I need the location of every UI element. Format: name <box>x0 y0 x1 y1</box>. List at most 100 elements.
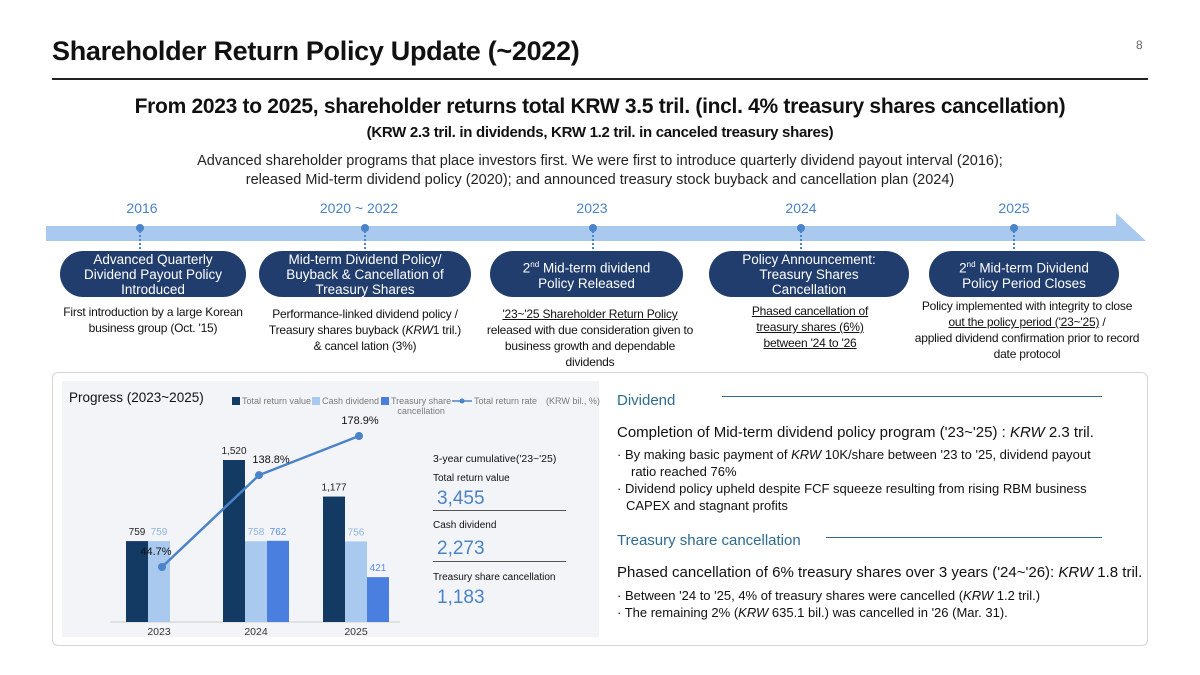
bar-treasury <box>367 577 389 622</box>
milestone-pill-2024: Policy Announcement: Treasury Shares Can… <box>709 251 909 297</box>
timeline-marker <box>797 224 805 232</box>
timeline-connector <box>139 231 141 253</box>
legend-rate: Total return rate <box>452 396 537 406</box>
chart-title: Progress (2023~2025) <box>69 390 204 405</box>
bar-value-label-treasury: 421 <box>370 563 387 574</box>
bullet-item: · By making basic payment of KRW 10K/sha… <box>617 446 1137 463</box>
milestone-pill-2020-2022: Mid-term Dividend Policy/ Buyback & Canc… <box>259 251 471 297</box>
milestone-pill-line: Treasury Shares <box>315 281 415 297</box>
bullet-item: · Between '24 to '25, 4% of treasury sha… <box>617 587 1137 604</box>
legend-label: Treasury share cancellation <box>391 396 451 416</box>
milestone-desc-line: Treasury shares buyback (KRW1 tril.) <box>252 322 478 338</box>
milestone-pill-line: Policy Released <box>538 275 635 291</box>
bar-value-label-treasury: 762 <box>270 527 287 538</box>
bar-value-label-total: 1,177 <box>321 483 346 494</box>
cumulative-value-cash: 2,273 <box>437 538 485 559</box>
milestone-desc-2023: '23~'25 Shareholder Return Policy releas… <box>474 306 706 370</box>
x-axis-label: 2024 <box>244 626 268 638</box>
timeline-connector <box>592 231 594 253</box>
milestone-pill-line: Advanced Quarterly <box>93 251 213 267</box>
bullet-text: · Between '24 to '25, 4% of treasury sha… <box>617 588 964 603</box>
rate-point <box>255 471 263 480</box>
bar-value-label-cash: 758 <box>248 527 265 538</box>
headline-text: Phased cancellation of 6% treasury share… <box>617 564 1059 581</box>
bar-cash <box>345 541 367 622</box>
page-number: 8 <box>1136 38 1143 52</box>
dividend-bullets: · By making basic payment of KRW 10K/sha… <box>617 446 1137 514</box>
bullet-text: · By making basic payment of <box>617 447 792 462</box>
timeline-year-2024: 2024 <box>785 200 817 216</box>
legend-swatch <box>312 397 320 405</box>
cumulative-label-cash: Cash dividend <box>433 520 497 531</box>
title-divider <box>52 78 1148 80</box>
milestone-desc-line: date protocol <box>993 347 1061 361</box>
milestone-desc-2016: First introduction by a large Korean bus… <box>48 304 258 336</box>
bullet-continuation: CAPEX and stagnant profits <box>626 498 788 513</box>
legend-swatch <box>232 397 240 405</box>
headline-text: 2.3 tril. <box>1044 424 1094 441</box>
legend-label: Total return rate <box>474 396 538 406</box>
legend-line-swatch <box>452 398 472 404</box>
bar-cash <box>245 541 267 622</box>
bar-total <box>323 496 345 622</box>
x-axis-label: 2025 <box>344 626 368 638</box>
desc-text: 1 tril.) <box>432 323 462 337</box>
milestone-desc-line: business group (Oct. '15) <box>88 321 218 335</box>
milestone-pill-line: Treasury Shares <box>759 266 859 282</box>
milestone-pill-line: 2nd Mid-term Dividend <box>959 257 1089 276</box>
milestone-desc-line: between '24 to '26 <box>763 336 857 350</box>
bar-treasury <box>267 540 289 622</box>
milestone-desc-line: Performance-linked dividend policy / <box>272 307 458 321</box>
legend-cash: Cash dividend <box>312 396 379 406</box>
timeline-year-2016: 2016 <box>126 200 158 216</box>
legend-treasury: Treasury share cancellation <box>381 396 451 416</box>
timeline-marker <box>589 224 597 232</box>
timeline-year-2023: 2023 <box>576 200 608 216</box>
timeline-connector <box>1013 231 1015 253</box>
section-title-treasury: Treasury share cancellation <box>617 532 801 549</box>
subheadline: (KRW 2.3 tril. in dividends, KRW 1.2 tri… <box>366 124 834 141</box>
bar-value-label-total: 1,520 <box>221 446 246 457</box>
timeline-connector <box>364 231 366 253</box>
bullet-continuation: ratio reached 76% <box>631 464 737 479</box>
cumulative-value-total: 3,455 <box>437 488 485 509</box>
bar-total <box>223 460 245 622</box>
currency-krw: KRW <box>738 605 769 620</box>
milestone-desc-line: applied dividend confirmation prior to r… <box>914 331 1140 345</box>
milestone-desc-line: Policy implemented with integrity to clo… <box>921 299 1133 313</box>
milestone-pill-line: Cancellation <box>771 281 847 297</box>
cumulative-title: 3-year cumulative('23~'25) <box>433 453 557 465</box>
bar-chart: 759 759 2023 1,520 758 762 2024 1,177 756 421 2025… <box>110 415 400 638</box>
legend-label: Total return value <box>242 396 312 406</box>
timeline-year-2025: 2025 <box>998 200 1030 216</box>
legend-swatch <box>381 397 389 405</box>
milestone-pill-2016: Advanced Quarterly Dividend Payout Polic… <box>60 251 246 297</box>
milestone-pill-line: Policy Period Closes <box>962 275 1086 291</box>
timeline-marker <box>136 224 144 232</box>
milestone-pill-line: Buyback & Cancellation of <box>286 266 444 282</box>
milestone-pill-line: 2nd Mid-term dividend <box>523 257 650 276</box>
ordinal-suffix: nd <box>530 260 540 270</box>
bar-total <box>126 541 148 622</box>
milestone-desc-line: First introduction by a large Korean <box>63 305 243 319</box>
timeline-marker <box>361 224 369 232</box>
page-title: Shareholder Return Policy Update (~2022) <box>52 36 580 66</box>
cumulative-divider <box>433 510 566 511</box>
bar-value-label-cash: 756 <box>348 527 365 538</box>
headline: From 2023 to 2025, shareholder returns t… <box>134 95 1066 118</box>
milestone-desc-2024: Phased cancellation of treasury shares (… <box>710 303 910 351</box>
milestone-desc-line: & cancel lation (3%) <box>313 339 417 353</box>
section-title-dividend: Dividend <box>617 392 676 409</box>
milestone-pill-text: Mid-term dividend <box>539 260 651 276</box>
ordinal-number: 2 <box>959 260 967 276</box>
legend-label-line: cancellation <box>397 406 445 416</box>
timeline-marker <box>1010 224 1018 232</box>
intro-text: Advanced shareholder programs that place… <box>0 152 1200 190</box>
bar-cash <box>148 541 170 622</box>
cumulative-label-total: Total return value <box>433 473 510 484</box>
bullet-text: · The remaining 2% ( <box>617 605 739 620</box>
bar-value-label-cash: 759 <box>151 527 168 538</box>
bullet-text: 1.2 tril.) <box>993 588 1041 603</box>
milestone-desc-line: business growth and dependable <box>504 339 676 353</box>
chart-unit-label: (KRW bil., %) <box>546 396 600 406</box>
